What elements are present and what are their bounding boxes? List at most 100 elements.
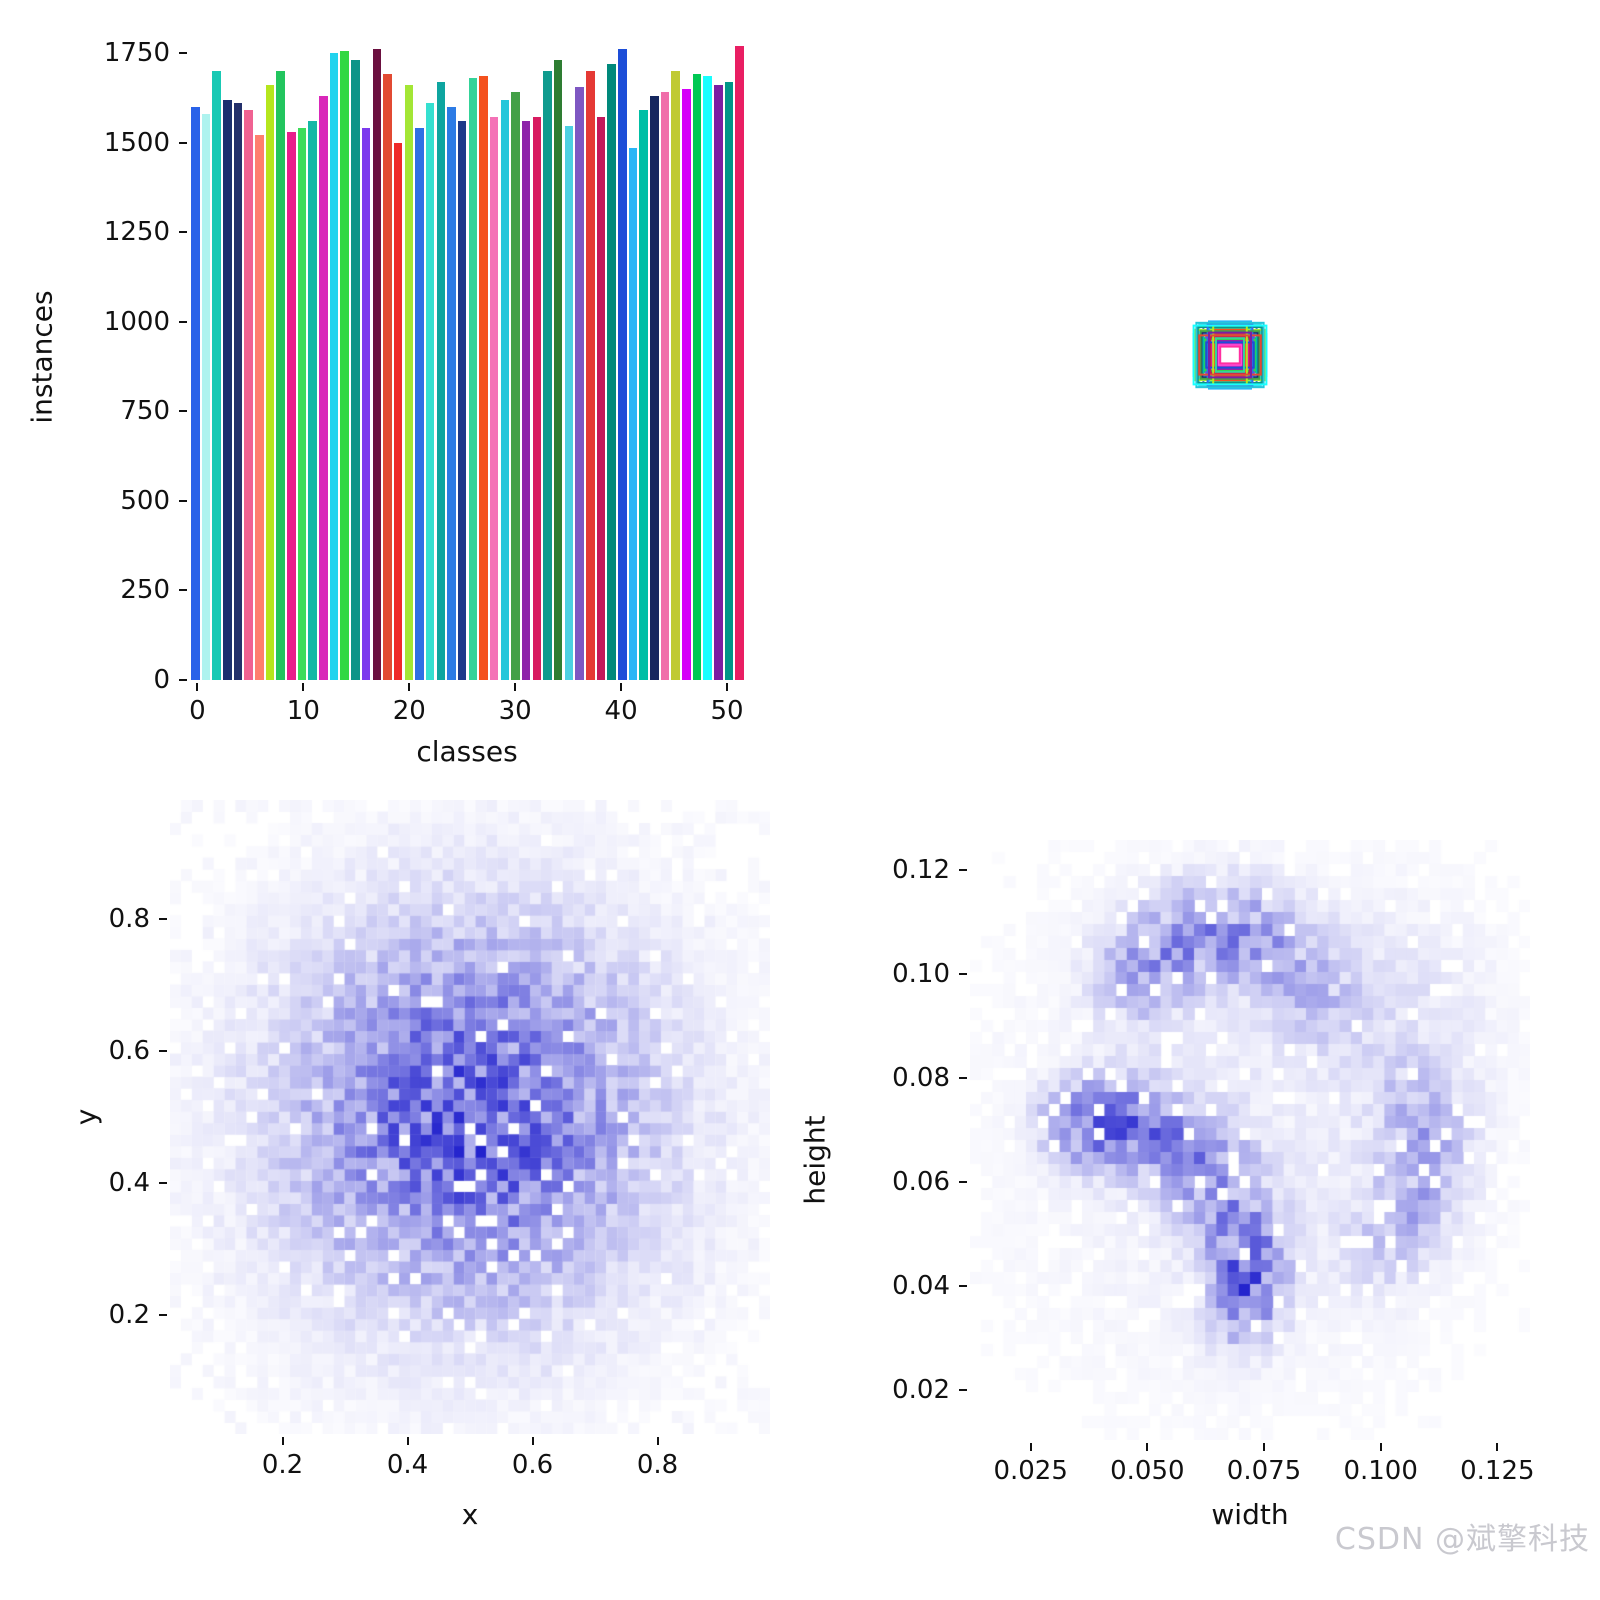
y-tick-mark xyxy=(159,1314,167,1317)
class-bar xyxy=(735,45,744,680)
y-tick-label: 0.4 xyxy=(108,1168,150,1199)
y-tick-label: 250 xyxy=(120,575,170,606)
x-tick-label: 0 xyxy=(189,696,206,726)
class-bar xyxy=(714,85,723,680)
class-bar xyxy=(671,70,680,680)
bounding-box xyxy=(1216,340,1244,370)
class-bar xyxy=(585,70,595,680)
instances-bar-chart xyxy=(190,35,745,680)
xy-heatmap xyxy=(170,800,770,1434)
x-tick-label: 0.8 xyxy=(636,1450,679,1480)
class-bar xyxy=(265,85,275,680)
xy-ylabel: y xyxy=(69,1108,103,1126)
x-tick-mark xyxy=(656,1437,659,1445)
class-bar xyxy=(607,63,616,680)
x-tick-label: 10 xyxy=(286,696,320,726)
y-tick-mark xyxy=(959,1285,967,1288)
x-tick-mark xyxy=(406,1437,409,1445)
class-bar xyxy=(223,99,232,680)
x-tick-label: 50 xyxy=(710,696,744,726)
x-tick-label: 20 xyxy=(392,696,426,726)
y-tick-mark xyxy=(959,1077,967,1080)
y-tick-mark xyxy=(159,1182,167,1185)
class-bar xyxy=(287,131,296,680)
class-bar xyxy=(596,117,606,680)
y-tick-mark xyxy=(179,231,187,234)
class-bar xyxy=(351,60,360,680)
class-bar xyxy=(639,110,648,680)
y-tick-mark xyxy=(179,499,187,502)
class-bar xyxy=(276,70,285,680)
class-bar xyxy=(628,147,638,680)
y-tick-mark xyxy=(179,141,187,144)
y-tick-label: 0.8 xyxy=(108,903,150,934)
class-bar xyxy=(692,74,702,680)
y-tick-label: 0.04 xyxy=(892,1271,950,1302)
x-tick-label: 0.6 xyxy=(511,1450,554,1480)
class-bar xyxy=(703,76,712,680)
y-tick-label: 0.12 xyxy=(892,855,950,886)
wh-xlabel: width xyxy=(1211,1498,1289,1531)
y-tick-label: 1250 xyxy=(103,217,170,248)
class-bar xyxy=(724,81,734,680)
y-tick-label: 0.2 xyxy=(108,1300,150,1331)
bounding-box xyxy=(1198,334,1262,376)
y-tick-label: 0.6 xyxy=(108,1035,150,1066)
class-bar xyxy=(340,51,350,680)
class-bar xyxy=(457,121,467,680)
y-tick-label: 0.10 xyxy=(892,959,950,990)
bounding-box xyxy=(1199,330,1261,380)
x-tick-mark xyxy=(408,683,411,691)
bounding-box xyxy=(1203,338,1257,372)
class-bar xyxy=(212,70,221,680)
x-tick-mark xyxy=(302,683,305,691)
class-bar xyxy=(255,135,264,680)
x-tick-mark xyxy=(725,683,728,691)
class-bar xyxy=(521,121,531,680)
class-bar xyxy=(244,110,253,680)
y-tick-mark xyxy=(959,973,967,976)
x-tick-label: 40 xyxy=(604,696,638,726)
x-tick-mark xyxy=(1263,1443,1265,1451)
bbox-overlay-plot xyxy=(1192,320,1268,390)
x-tick-mark xyxy=(281,1437,284,1445)
y-tick-mark xyxy=(159,1049,167,1052)
bounding-box xyxy=(1195,321,1265,389)
class-bar xyxy=(425,103,435,680)
y-tick-label: 0.08 xyxy=(892,1063,950,1094)
x-tick-mark xyxy=(1379,1443,1382,1451)
class-bar xyxy=(660,92,670,680)
class-bar xyxy=(436,81,446,680)
x-tick-mark xyxy=(1029,1443,1032,1451)
x-tick-label: 0.050 xyxy=(1110,1456,1185,1486)
y-tick-label: 0.02 xyxy=(892,1375,950,1406)
bounding-box xyxy=(1219,345,1241,365)
class-bar xyxy=(489,117,499,680)
x-tick-mark xyxy=(531,1437,534,1445)
class-bar xyxy=(447,106,456,680)
class-bar xyxy=(308,121,317,680)
y-tick-mark xyxy=(959,869,967,872)
bounding-box xyxy=(1210,342,1250,368)
watermark: CSDN @斌擎科技 xyxy=(1334,1522,1590,1557)
x-tick-label: 0.125 xyxy=(1460,1456,1535,1486)
x-tick-mark xyxy=(1146,1443,1149,1451)
class-bar xyxy=(500,99,510,680)
class-bar xyxy=(543,70,552,680)
class-bar xyxy=(404,85,414,680)
x-tick-label: 0.075 xyxy=(1226,1456,1302,1486)
bounding-box xyxy=(1206,323,1254,387)
x-tick-mark xyxy=(196,683,199,691)
y-tick-label: 0.06 xyxy=(892,1167,950,1198)
bounding-box xyxy=(1213,328,1247,382)
bounding-box xyxy=(1209,335,1251,375)
y-tick-mark xyxy=(179,320,187,323)
class-bar xyxy=(553,60,563,680)
class-bar xyxy=(468,78,478,680)
class-bar xyxy=(191,106,200,680)
y-tick-mark xyxy=(179,410,187,413)
class-bar xyxy=(415,128,424,680)
bar-ylabel: instances xyxy=(25,290,59,424)
bounding-box xyxy=(1215,337,1245,373)
